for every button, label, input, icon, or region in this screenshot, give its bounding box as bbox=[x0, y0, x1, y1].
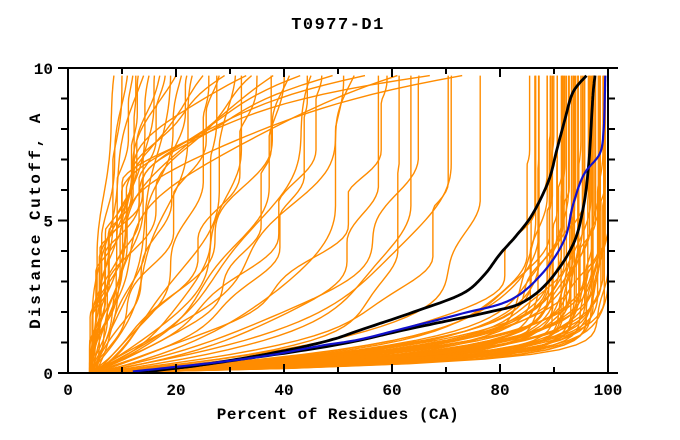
highlight-curve-blue-model bbox=[132, 75, 607, 373]
prediction-curve bbox=[89, 75, 193, 373]
prediction-curve bbox=[88, 74, 463, 373]
prediction-curve bbox=[91, 75, 172, 373]
x-axis-title: Percent of Residues (CA) bbox=[216, 406, 460, 424]
prediction-curve bbox=[89, 75, 608, 373]
prediction-curve bbox=[88, 74, 430, 373]
prediction-curve bbox=[89, 75, 420, 373]
x-tick-label: 80 bbox=[490, 382, 509, 400]
prediction-curve bbox=[94, 75, 345, 373]
prediction-curve bbox=[89, 75, 400, 373]
prediction-curve bbox=[94, 75, 380, 373]
prediction-curve bbox=[94, 75, 412, 373]
prediction-curve bbox=[89, 75, 188, 373]
prediction-curve bbox=[94, 75, 601, 373]
prediction-curve bbox=[94, 74, 247, 373]
prediction-curve bbox=[94, 75, 481, 373]
prediction-curve bbox=[94, 75, 308, 373]
y-tick-label: 0 bbox=[43, 366, 53, 384]
prediction-curve bbox=[94, 75, 551, 373]
x-tick-label: 40 bbox=[274, 382, 293, 400]
prediction-curve bbox=[89, 75, 243, 373]
prediction-curve bbox=[94, 75, 183, 373]
x-tick-label: 20 bbox=[166, 382, 185, 400]
prediction-curve bbox=[88, 75, 166, 373]
prediction-curve bbox=[94, 231, 608, 373]
prediction-curve bbox=[89, 75, 537, 373]
prediction-curve bbox=[94, 75, 590, 373]
prediction-curve bbox=[89, 75, 388, 373]
prediction-curve bbox=[88, 74, 398, 373]
x-tick-label: 100 bbox=[594, 382, 623, 400]
prediction-curve bbox=[94, 75, 577, 373]
y-tick-label: 10 bbox=[34, 61, 53, 79]
chart-title: T0977-D1 bbox=[291, 16, 385, 35]
prediction-curve bbox=[89, 75, 323, 373]
prediction-curve bbox=[89, 75, 573, 373]
prediction-curve bbox=[89, 75, 453, 373]
prediction-curve bbox=[89, 75, 564, 373]
prediction-curve bbox=[89, 75, 355, 373]
prediction-curve bbox=[89, 75, 568, 373]
prediction-curve bbox=[89, 75, 312, 373]
prediction-curve bbox=[94, 75, 548, 373]
curves-layer bbox=[88, 74, 608, 373]
prediction-curve bbox=[94, 75, 258, 373]
prediction-curve bbox=[94, 75, 449, 373]
prediction-curve bbox=[94, 75, 558, 373]
highlight-curve-black-model-1 bbox=[148, 74, 588, 373]
prediction-curve bbox=[88, 74, 301, 373]
prediction-curve bbox=[88, 75, 220, 373]
prediction-curve bbox=[88, 74, 366, 373]
prediction-curve bbox=[94, 231, 608, 373]
x-tick-label: 60 bbox=[382, 382, 401, 400]
prediction-curve bbox=[94, 75, 552, 373]
prediction-curve bbox=[89, 75, 579, 373]
x-tick-label: 0 bbox=[63, 382, 73, 400]
y-tick-label: 5 bbox=[43, 214, 53, 232]
prediction-curve bbox=[94, 75, 566, 373]
prediction-curve bbox=[94, 75, 540, 373]
prediction-curve bbox=[94, 227, 608, 373]
prediction-curve bbox=[89, 75, 272, 373]
